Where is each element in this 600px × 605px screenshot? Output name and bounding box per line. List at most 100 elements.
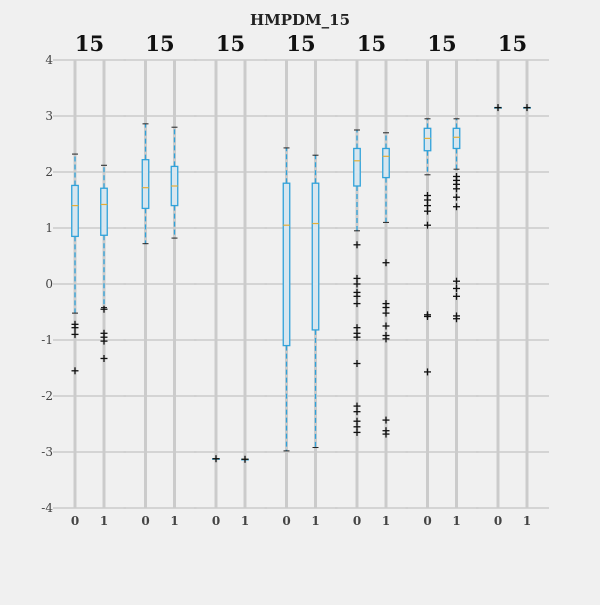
box-group-1	[452, 118, 461, 323]
x-tick-label: 1	[311, 514, 319, 528]
y-tick-label: 3	[45, 109, 53, 123]
panel-5: 150 1	[423, 31, 460, 528]
flier-point	[353, 300, 361, 308]
box	[452, 127, 461, 150]
y-tick-label: 0	[45, 277, 53, 291]
y-tick-layer: -4 -3 -2 -1 0 1 2 3 4	[41, 53, 53, 515]
panel-3: 150 1	[282, 31, 319, 528]
flier-point	[100, 337, 108, 345]
box-group-0	[353, 129, 361, 436]
chart-title: HMPDM_15	[250, 11, 350, 29]
flier-point	[382, 430, 390, 438]
box-group-0	[423, 118, 432, 376]
y-tick-label: 1	[45, 221, 53, 235]
panel-0: 150 1	[71, 31, 108, 528]
flier-point	[71, 324, 79, 332]
panel-6: 150 1	[494, 31, 531, 528]
box-group-1	[170, 126, 179, 239]
panel-label: 15	[498, 31, 527, 56]
box-group-0	[212, 455, 220, 463]
flier-point	[453, 203, 460, 211]
flier-point	[100, 305, 108, 313]
flier-point	[212, 455, 220, 463]
x-tick-label: 0	[141, 514, 149, 528]
flier-point	[71, 367, 79, 375]
x-tick-label: 0	[423, 514, 431, 528]
box	[382, 147, 390, 179]
x-tick-label: 0	[353, 514, 361, 528]
box	[141, 159, 150, 210]
flier-point	[71, 330, 79, 338]
flier-point	[453, 185, 460, 193]
box-group-1	[100, 164, 108, 362]
flier-point	[494, 104, 502, 112]
box-group-1	[382, 132, 390, 438]
box-group-1	[311, 154, 320, 449]
flier-point	[453, 193, 460, 201]
x-tick-label: 1	[241, 514, 249, 528]
y-tick-label: -2	[41, 389, 53, 403]
box	[311, 182, 320, 331]
flier-point	[424, 221, 431, 229]
x-tick-label: 0	[494, 514, 502, 528]
flier-point	[523, 104, 531, 112]
panel-label: 15	[357, 31, 386, 56]
panel-4: 150 1	[353, 31, 390, 528]
y-tick-label: -1	[41, 333, 53, 347]
y-tick-label: 4	[45, 53, 53, 67]
flier-point	[382, 416, 390, 424]
x-tick-label: 0	[212, 514, 220, 528]
panel-label: 15	[427, 31, 456, 56]
box-group-1	[523, 104, 531, 112]
x-tick-label: 0	[71, 514, 79, 528]
flier-point	[424, 207, 431, 215]
box	[423, 127, 432, 152]
flier-point	[382, 335, 390, 343]
panel-label: 15	[145, 31, 174, 56]
flier-point	[241, 455, 249, 463]
panel-label: 15	[75, 31, 104, 56]
box-group-1	[241, 455, 249, 463]
flier-point	[353, 292, 361, 300]
box	[71, 184, 79, 238]
box	[100, 187, 108, 236]
y-tick-label: -4	[41, 501, 53, 515]
flier-point	[453, 292, 460, 300]
panel-1: 150 1	[141, 31, 178, 528]
box	[282, 182, 291, 347]
panel-label: 15	[286, 31, 315, 56]
box-group-0	[141, 123, 150, 245]
panel-label: 15	[216, 31, 245, 56]
box-group-0	[494, 104, 502, 112]
y-tick-label: -3	[41, 445, 53, 459]
flier-point	[353, 280, 361, 288]
box-group-0	[282, 147, 291, 452]
flier-point	[353, 333, 361, 341]
x-tick-label: 1	[100, 514, 108, 528]
flier-point	[100, 354, 108, 362]
flier-point	[453, 284, 460, 292]
flier-point	[424, 312, 431, 320]
flier-point	[353, 428, 361, 436]
x-tick-label: 1	[523, 514, 531, 528]
x-tick-label: 0	[282, 514, 290, 528]
x-tick-label: 1	[452, 514, 460, 528]
flier-point	[453, 315, 460, 323]
flier-point	[382, 309, 390, 317]
box-group-0	[71, 153, 79, 375]
flier-point	[353, 360, 361, 368]
flier-point	[353, 241, 361, 249]
flier-point	[353, 408, 361, 416]
flier-point	[382, 259, 390, 267]
flier-point	[424, 368, 431, 376]
flier-point	[382, 322, 390, 330]
x-tick-label: 1	[170, 514, 178, 528]
panel-2: 150 1	[212, 31, 249, 528]
box	[353, 147, 361, 187]
y-tick-label: 2	[45, 165, 53, 179]
x-tick-label: 1	[382, 514, 390, 528]
